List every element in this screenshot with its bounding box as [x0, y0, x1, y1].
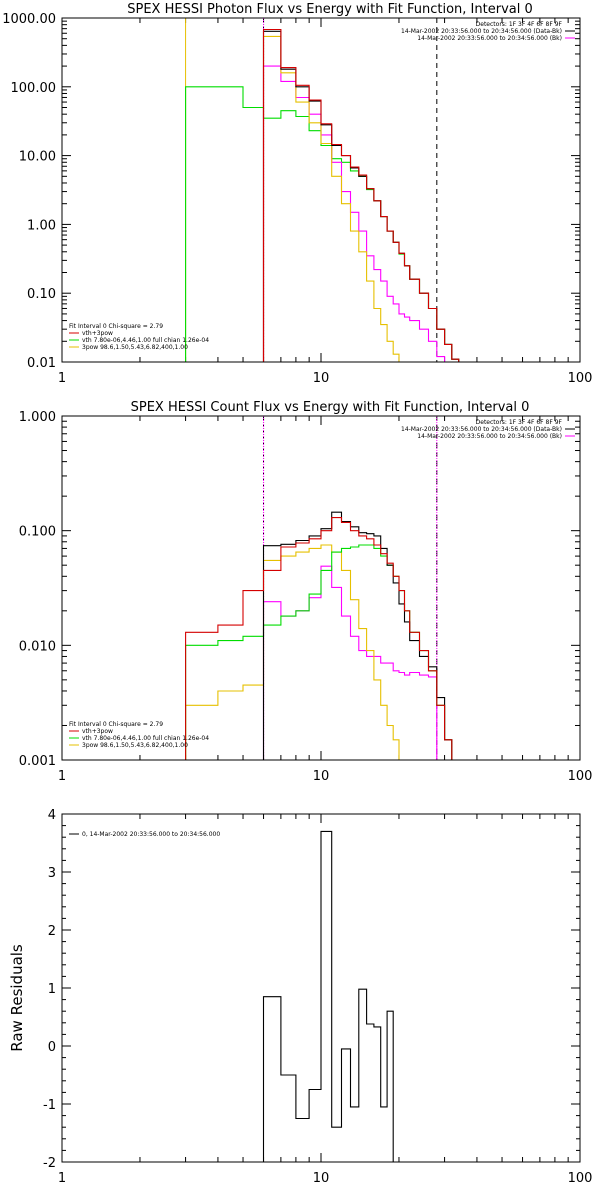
- legend-entry: vth 7.80e-06,4.46,1.00 full chian 1.26e-…: [82, 735, 209, 742]
- legend-entry: 0, 14-Mar-2002 20:33:56.000 to 20:34:56.…: [82, 831, 220, 838]
- x-tick-label: 100: [568, 371, 593, 386]
- x-tick-label: 10: [313, 371, 330, 386]
- series-3pow: [185, 544, 406, 760]
- y-tick-label: 10.00: [19, 150, 56, 165]
- y-tick-label: 1: [48, 982, 56, 997]
- series-3pow: [262, 35, 406, 362]
- y-tick-label: 2: [48, 924, 56, 939]
- legend-entry: Fit Interval 0 Chi-square = 2.79: [69, 721, 163, 728]
- info-line: Detectors: 1F 3F 4F 6F 8F 9F: [476, 21, 563, 28]
- legend-entry: vth+3pow: [82, 330, 113, 337]
- series-vth-3pow: [185, 517, 460, 760]
- x-tick-label: 100: [568, 1171, 593, 1186]
- y-tick-label: -1: [43, 1098, 56, 1113]
- y-tick-label: -2: [43, 1156, 56, 1171]
- series-vth: [185, 86, 460, 362]
- y-tick-label: 4: [48, 808, 56, 823]
- y-tick-label: 0.10: [27, 287, 56, 302]
- plot-frame: [61, 17, 581, 363]
- x-tick-label: 10: [313, 769, 330, 784]
- info-line: 14-Mar-2002 20:33:56.000 to 20:34:56.000…: [417, 35, 562, 42]
- chart-title: SPEX HESSI Count Flux vs Energy with Fit…: [131, 400, 530, 415]
- info-line: 14-Mar-2002 20:33:56.000 to 20:34:56.000…: [417, 433, 562, 440]
- y-axis-label: Raw Residuals: [8, 944, 26, 1052]
- plot-frame: [61, 813, 581, 1163]
- x-tick-label: 1: [58, 371, 66, 386]
- y-tick-label: 0: [48, 1040, 56, 1055]
- y-tick-label: 3: [48, 866, 56, 881]
- x-tick-label: 1: [58, 1171, 66, 1186]
- series-vth: [185, 544, 460, 760]
- y-tick-label: 1000.00: [2, 12, 56, 27]
- legend-entry: vth 7.80e-06,4.46,1.00 full chian 1.26e-…: [82, 337, 209, 344]
- x-tick-label: 10: [313, 1171, 330, 1186]
- y-tick-label: 0.01: [27, 356, 56, 371]
- info-line: 14-Mar-2002 20:33:56.000 to 20:34:56.000…: [401, 426, 562, 433]
- legend-entry: 3pow 98.6,1.50,5.43,6.82,400,1.00: [82, 742, 188, 749]
- series-data: [262, 511, 453, 760]
- y-tick-label: 1.00: [27, 218, 56, 233]
- x-tick-label: 1: [58, 769, 66, 784]
- x-tick-label: 100: [568, 769, 593, 784]
- legend-entry: 3pow 98.6,1.50,5.43,6.82,400,1.00: [82, 344, 188, 351]
- info-line: 14-Mar-2002 20:33:56.000 to 20:34:56.000…: [401, 28, 562, 35]
- y-tick-label: 100.00: [11, 81, 57, 96]
- y-tick-label: 1.000: [19, 410, 56, 425]
- series-vth-3pow: [262, 28, 460, 362]
- legend-entry: Fit Interval 0 Chi-square = 2.79: [69, 323, 163, 330]
- chart-title: SPEX HESSI Photon Flux vs Energy with Fi…: [127, 2, 533, 17]
- plot-frame: [61, 415, 581, 761]
- residuals-panel: Raw Residuals 1 10 100 -2 -1 0 1 2 3 4 0, 14-Mar-2…: [8, 808, 592, 1186]
- info-line: Detectors: 1F 3F 4F 6F 8F 9F: [476, 419, 563, 426]
- photon-flux-panel: SPEX HESSI Photon Flux vs Energy with Fi…: [2, 2, 592, 386]
- legend-entry: vth+3pow: [82, 728, 113, 735]
- y-tick-label: 0.001: [19, 754, 56, 769]
- y-tick-label: 0.100: [19, 525, 56, 540]
- series-0-14-mar-2002-20-33-56-000-to-20-34-56-000: [262, 830, 394, 1162]
- y-tick-label: 0.010: [19, 639, 56, 654]
- count-flux-panel: SPEX HESSI Count Flux vs Energy with Fit…: [19, 400, 593, 784]
